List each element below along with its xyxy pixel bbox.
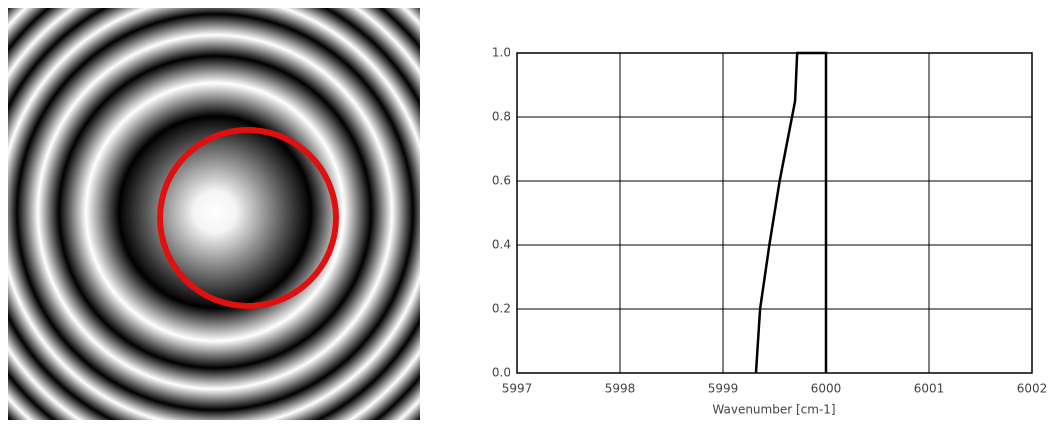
x-tick-label: 6000 [811, 382, 842, 396]
y-tick-label: 0.8 [492, 110, 511, 124]
x-tick-label: 5997 [502, 382, 533, 396]
x-axis-label: Wavenumber [cm-1] [712, 403, 835, 417]
y-tick-label: 0.0 [492, 366, 511, 380]
y-tick-label: 0.2 [492, 302, 511, 316]
x-tick-label: 5999 [708, 382, 739, 396]
fringe-image [8, 8, 420, 420]
y-tick-label: 0.6 [492, 174, 511, 188]
x-tick-label: 6001 [914, 382, 945, 396]
figure: Wavenumber [cm-1] 0.0 0.2 0.4 0.6 0.8 1.0 5997… [0, 0, 1064, 425]
x-tick-label: 6002 [1017, 382, 1048, 396]
data-line [756, 53, 826, 373]
y-tick-label: 0.4 [492, 238, 511, 252]
x-tick-label: 5998 [605, 382, 636, 396]
y-tick-label: 1.0 [492, 46, 511, 60]
